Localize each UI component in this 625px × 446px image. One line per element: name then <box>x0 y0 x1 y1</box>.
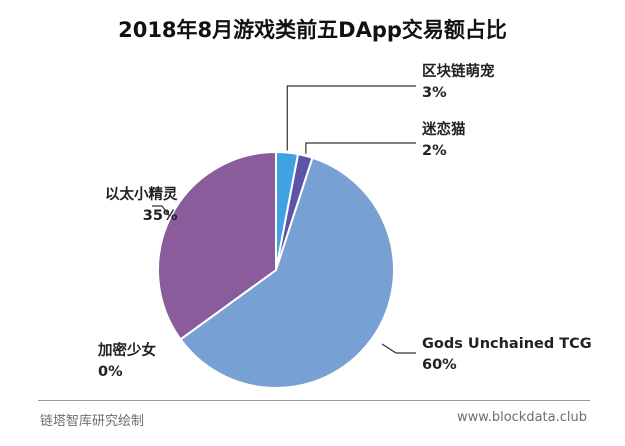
source-credit: 链塔智库研究绘制 <box>40 414 145 429</box>
label-name: 迷恋猫 <box>422 122 466 138</box>
label-value: 0% <box>98 364 123 380</box>
label-crypto-girl: 加密少女 0% <box>98 341 156 383</box>
pie-slice <box>157 150 277 341</box>
label-name: 区块链萌宠 <box>422 64 495 80</box>
leader-line <box>286 85 416 151</box>
footer-divider <box>38 400 590 401</box>
label-name: Gods Unchained TCG <box>422 336 592 352</box>
label-value: 60% <box>422 357 457 373</box>
label-ether-sprite: 以太小精灵 35% <box>105 185 178 227</box>
label-leaders <box>152 85 416 354</box>
label-cat: 迷恋猫 2% <box>422 120 466 162</box>
leader-line <box>152 205 170 216</box>
label-gods-unchained: Gods Unchained TCG 60% <box>422 334 592 376</box>
label-value: 3% <box>422 85 447 101</box>
label-value: 35% <box>142 208 178 224</box>
pie-slice <box>179 156 395 389</box>
label-value: 2% <box>422 143 447 159</box>
leader-line <box>381 343 416 354</box>
leader-line <box>305 142 416 154</box>
label-pet: 区块链萌宠 3% <box>422 62 495 104</box>
website-link[interactable]: www.blockdata.club <box>457 410 587 425</box>
label-name: 加密少女 <box>98 343 156 359</box>
pie-slices <box>157 150 395 389</box>
label-name: 以太小精灵 <box>105 187 178 203</box>
chart-title: 2018年8月游戏类前五DApp交易额占比 <box>118 18 507 42</box>
